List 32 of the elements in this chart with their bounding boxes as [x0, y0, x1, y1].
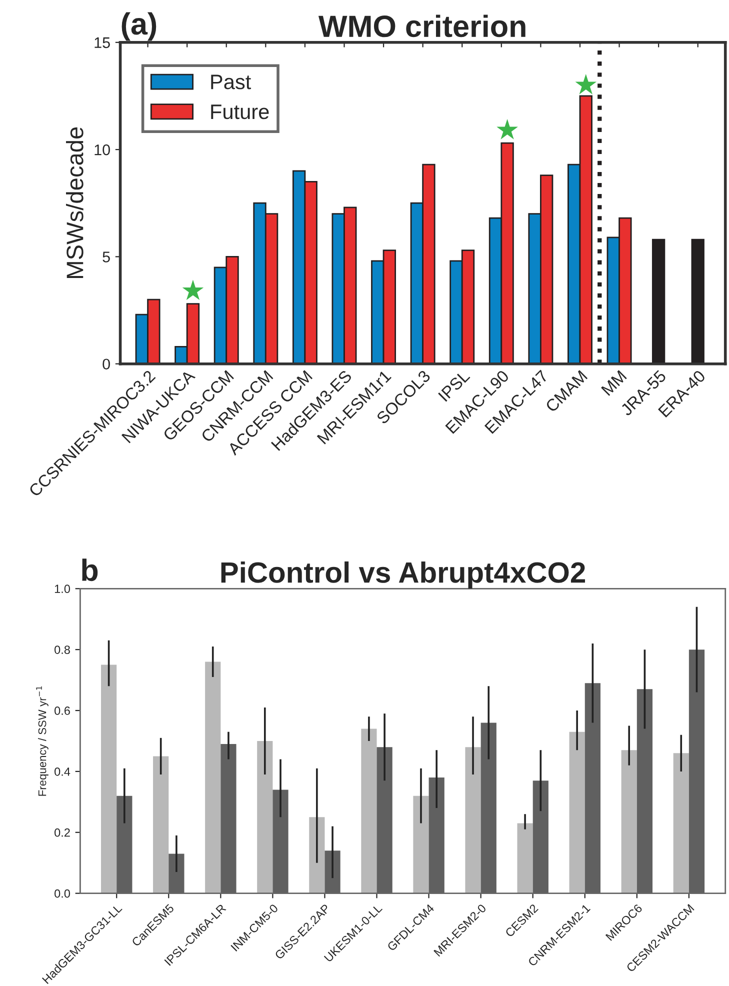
bar	[673, 753, 689, 894]
bar	[691, 238, 704, 364]
y-axis-title: MSWs/decade	[66, 127, 84, 278]
chart-title: PiControl vs Abrupt4xCO2	[221, 561, 586, 589]
y-axis-title: Frequency / SSW yr$^{−1}$	[36, 686, 48, 796]
chart-title: WMO criterion	[318, 14, 526, 38]
legend-label: Past	[211, 74, 252, 90]
y-tick-label: 15	[94, 37, 110, 48]
bar	[465, 747, 481, 894]
y-tick-label: 0.0	[54, 889, 70, 898]
bar	[413, 796, 429, 894]
y-tick-label: 0.8	[54, 646, 70, 654]
bar	[361, 728, 377, 894]
bar	[309, 817, 325, 894]
bar	[153, 756, 169, 894]
y-tick-label: 10	[94, 144, 110, 156]
y-tick-label: 0.2	[54, 828, 70, 837]
bar	[205, 662, 221, 894]
bar	[569, 732, 585, 894]
legend-label: Future	[211, 104, 269, 120]
y-tick-label: 0.4	[54, 767, 70, 776]
y-tick-label: 0	[102, 358, 110, 370]
bar	[257, 740, 273, 894]
y-tick-label: 5	[102, 252, 110, 262]
bar	[621, 750, 637, 894]
y-tick-label: 1.0	[54, 584, 70, 594]
text: b	[82, 558, 98, 582]
y-tick-label: 0.6	[54, 706, 70, 715]
text: (a)	[122, 12, 156, 41]
bar	[517, 823, 533, 894]
bar	[101, 664, 117, 894]
bar	[652, 238, 666, 364]
